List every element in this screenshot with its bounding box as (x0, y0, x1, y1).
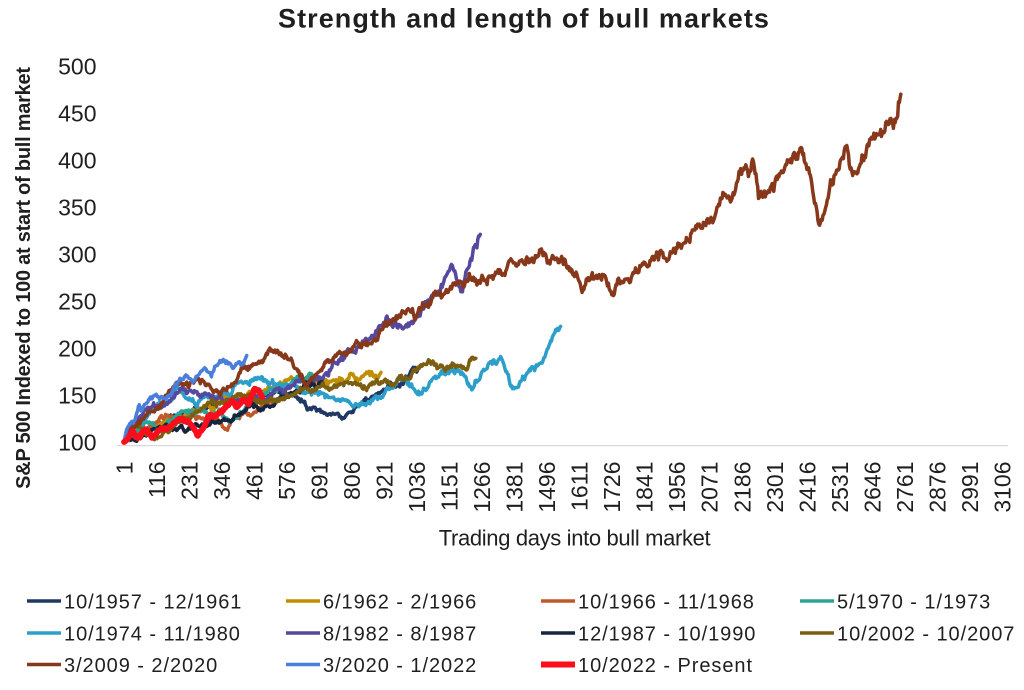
svg-text:3106: 3106 (989, 462, 1015, 513)
svg-text:2416: 2416 (794, 462, 820, 513)
svg-text:10/2022 - Present: 10/2022 - Present (578, 655, 753, 677)
svg-text:500: 500 (58, 53, 96, 79)
svg-text:116: 116 (144, 462, 170, 499)
svg-text:2876: 2876 (924, 462, 950, 513)
svg-text:346: 346 (209, 462, 235, 500)
svg-text:1381: 1381 (502, 462, 528, 513)
svg-text:1841: 1841 (632, 462, 658, 513)
svg-text:1726: 1726 (599, 462, 625, 513)
svg-text:150: 150 (58, 382, 96, 408)
svg-text:6/1962 - 2/1966: 6/1962 - 2/1966 (323, 592, 477, 614)
svg-text:1: 1 (111, 462, 137, 475)
svg-text:300: 300 (58, 241, 96, 267)
svg-text:3/2020 - 1/2022: 3/2020 - 1/2022 (323, 655, 477, 677)
svg-text:1036: 1036 (404, 462, 430, 513)
svg-text:10/2002 - 10/2007: 10/2002 - 10/2007 (837, 624, 1015, 646)
svg-text:2531: 2531 (827, 462, 853, 513)
svg-text:350: 350 (58, 194, 96, 220)
svg-text:2071: 2071 (697, 462, 723, 513)
svg-text:10/1966 - 11/1968: 10/1966 - 11/1968 (578, 592, 755, 614)
svg-text:10/1974 - 11/1980: 10/1974 - 11/1980 (64, 624, 241, 646)
svg-text:2301: 2301 (762, 462, 788, 513)
svg-text:1496: 1496 (534, 462, 560, 513)
svg-text:461: 461 (242, 462, 268, 500)
svg-text:2186: 2186 (729, 462, 755, 513)
svg-text:921: 921 (372, 462, 398, 500)
svg-text:2646: 2646 (859, 462, 885, 513)
svg-text:2761: 2761 (892, 462, 918, 513)
svg-text:1611: 1611 (567, 462, 593, 511)
svg-text:450: 450 (58, 100, 96, 126)
svg-text:S&P 500 Indexed to 100 at star: S&P 500 Indexed to 100 at start of bull … (13, 67, 35, 489)
svg-text:231: 231 (176, 462, 202, 500)
svg-text:10/1957 - 12/1961: 10/1957 - 12/1961 (64, 592, 242, 614)
svg-text:400: 400 (58, 147, 96, 173)
svg-text:5/1970 - 1/1973: 5/1970 - 1/1973 (837, 592, 991, 614)
svg-text:100: 100 (58, 429, 96, 455)
svg-text:12/1987 - 10/1990: 12/1987 - 10/1990 (578, 624, 756, 646)
svg-text:200: 200 (58, 335, 96, 361)
svg-text:Trading days into bull market: Trading days into bull market (439, 526, 711, 551)
svg-text:1266: 1266 (469, 462, 495, 513)
svg-text:2991: 2991 (957, 462, 983, 513)
svg-text:691: 691 (307, 462, 333, 500)
svg-text:3/2009 - 2/2020: 3/2009 - 2/2020 (64, 655, 218, 677)
svg-text:250: 250 (58, 288, 96, 314)
svg-text:8/1982 - 8/1987: 8/1982 - 8/1987 (323, 624, 477, 646)
svg-text:1151: 1151 (437, 462, 463, 511)
svg-text:576: 576 (274, 462, 300, 500)
svg-text:806: 806 (339, 462, 365, 500)
svg-text:Strength and length of bull ma: Strength and length of bull markets (278, 4, 770, 34)
svg-text:1956: 1956 (664, 462, 690, 513)
